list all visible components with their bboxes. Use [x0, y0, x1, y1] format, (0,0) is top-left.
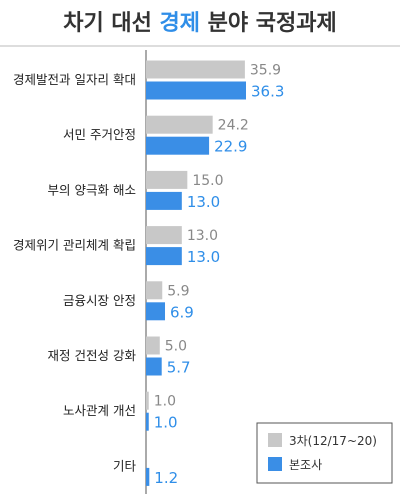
title-part1: 차기 대선 — [63, 11, 159, 36]
value-label-prev: 35.9 — [250, 63, 281, 79]
category-label: 기타 — [113, 458, 137, 473]
value-label-cur: 13.0 — [187, 248, 220, 266]
category-label: 서민 주거안정 — [63, 127, 136, 142]
category-label: 경제위기 관리체계 확립 — [13, 238, 136, 253]
legend: 3차(12/17~20) 본조사 — [256, 422, 393, 484]
value-label-cur: 36.3 — [251, 83, 284, 101]
bar-cur — [146, 191, 182, 210]
value-label-cur: 22.9 — [214, 138, 247, 156]
legend-label-prev: 3차(12/17~20) — [289, 434, 377, 448]
legend-label-cur: 본조사 — [289, 458, 322, 472]
value-label-prev: 5.0 — [165, 339, 187, 355]
category-label: 노사관계 개선 — [63, 403, 136, 418]
value-label-cur: 1.0 — [154, 414, 178, 432]
bar-cur — [146, 467, 150, 486]
bar-prev — [146, 170, 188, 189]
value-label-cur: 1.2 — [154, 469, 178, 487]
category-label: 재정 건전성 강화 — [48, 348, 137, 363]
bar-prev — [146, 336, 160, 355]
bar-cur — [146, 81, 246, 100]
bar-prev — [146, 115, 213, 134]
category-label: 경제발전과 일자리 확대 — [13, 72, 136, 87]
bars-group: 경제발전과 일자리 확대 35.9 36.3 서민 주거안정 24.2 22.9 부의 양극… — [13, 60, 284, 487]
value-label-prev: 24.2 — [218, 118, 249, 134]
category-label: 부의 양극화 해소 — [48, 182, 136, 197]
value-label-prev: 13.0 — [187, 228, 218, 244]
bar-cur — [146, 247, 182, 266]
legend-swatch-prev — [268, 433, 282, 447]
bar-cur — [146, 412, 149, 431]
value-label-cur: 5.7 — [167, 359, 191, 377]
bar-prev — [146, 281, 163, 300]
legend-box — [256, 422, 393, 484]
bar-cur — [146, 136, 210, 155]
value-label-prev: 15.0 — [192, 173, 223, 189]
value-label-cur: 13.0 — [187, 193, 220, 211]
value-label-prev: 5.9 — [167, 283, 189, 299]
legend-swatch-cur — [268, 457, 282, 471]
category-label: 금융시장 안정 — [63, 293, 136, 308]
title-highlight: 경제 — [160, 11, 200, 36]
bar-prev — [146, 60, 245, 79]
chart-title: 차기 대선 경제 분야 국정과제 — [63, 11, 337, 36]
value-label-cur: 6.9 — [170, 303, 194, 321]
bar-prev — [146, 391, 149, 410]
value-label-prev: 1.0 — [154, 394, 176, 410]
bar-cur — [146, 357, 162, 376]
bar-prev — [146, 226, 182, 245]
bar-cur — [146, 302, 166, 321]
title-part2: 분야 국정과제 — [200, 11, 337, 36]
